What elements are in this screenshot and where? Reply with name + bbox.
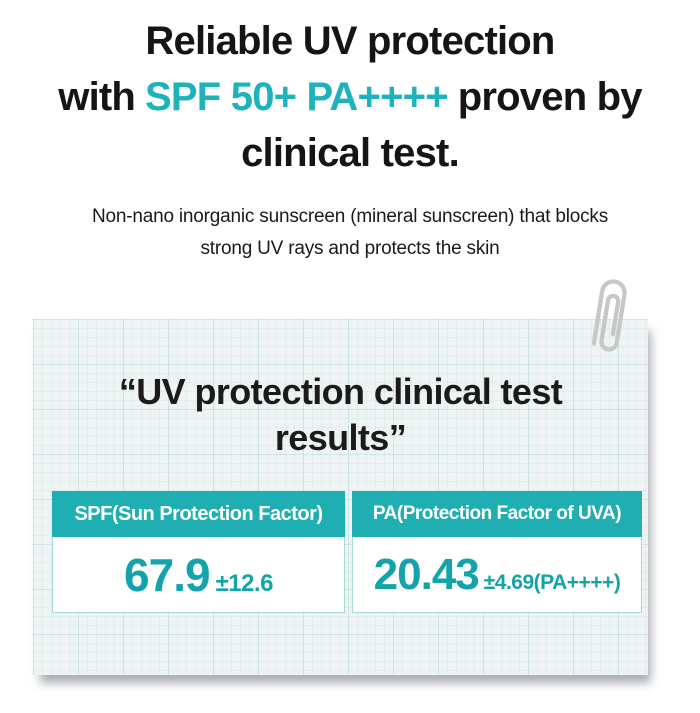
panel-heading-line1: “UV protection clinical test <box>118 371 563 412</box>
pa-card-header: PA(Protection Factor of UVA) <box>352 491 642 537</box>
pa-result-card: PA(Protection Factor of UVA) 20.43 ±4.69(… <box>352 491 642 613</box>
paperclip-icon <box>591 279 627 352</box>
hero-subtitle: Non-nano inorganic sunscreen (mineral su… <box>0 201 700 265</box>
pa-deviation: ±4.69(PA++++) <box>483 570 621 594</box>
page-root: { "hero": { "title": { "line1": "Reliabl… <box>0 13 700 713</box>
hero-subtitle-line1: Non-nano inorganic sunscreen (mineral su… <box>91 206 609 227</box>
hero-title-line2-suffix: proven by <box>457 75 643 119</box>
clinical-test-results-panel: “UV protection clinical test results” SP… <box>33 319 648 675</box>
hero-title-line3: clinical test. <box>241 131 460 175</box>
spf-deviation: ±12.6 <box>215 569 274 597</box>
hero-title-line2-prefix: with <box>58 75 136 119</box>
pa-card-body: 20.43 ±4.69(PA++++) <box>352 537 642 613</box>
panel-heading: “UV protection clinical test results” <box>33 319 648 461</box>
hero-title-line2: with SPF 50+ PA++++ proven by <box>0 69 700 125</box>
spf-value-line: 67.9 ±12.6 <box>124 548 273 602</box>
spf-result-card: SPF(Sun Protection Factor) 67.9 ±12.6 <box>52 491 345 613</box>
panel-heading-line2: results” <box>274 417 407 458</box>
spf-value: 67.9 <box>124 548 211 601</box>
spf-card-body: 67.9 ±12.6 <box>52 537 345 613</box>
hero-subtitle-line2: strong UV rays and protects the skin <box>200 238 500 259</box>
pa-value: 20.43 <box>373 549 480 599</box>
hero-title-line1: Reliable UV protection <box>145 19 555 63</box>
results-cards-row: SPF(Sun Protection Factor) 67.9 ±12.6 PA(… <box>52 491 642 613</box>
spf-card-header: SPF(Sun Protection Factor) <box>52 491 345 537</box>
hero-title: Reliable UV protection with SPF 50+ PA+++… <box>0 13 700 181</box>
pa-value-line: 20.43 ±4.69(PA++++) <box>374 550 621 600</box>
hero-title-accent-spf: SPF 50+ PA++++ <box>145 75 449 119</box>
